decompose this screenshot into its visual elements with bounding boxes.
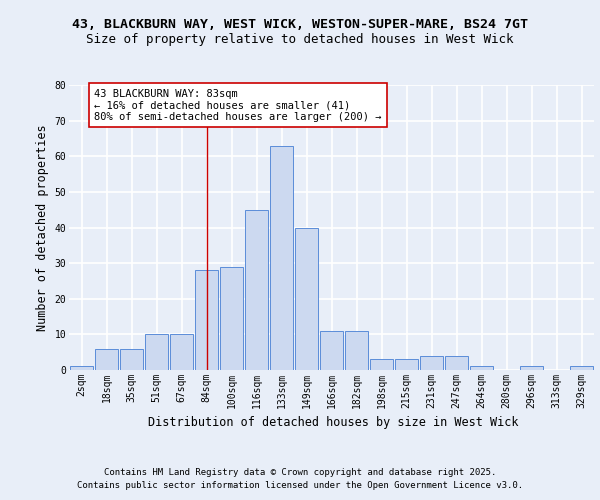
Bar <box>295 228 318 370</box>
Text: 43 BLACKBURN WAY: 83sqm
← 16% of detached houses are smaller (41)
80% of semi-de: 43 BLACKBURN WAY: 83sqm ← 16% of detache… <box>94 88 382 122</box>
Text: Distribution of detached houses by size in West Wick: Distribution of detached houses by size … <box>148 416 518 429</box>
Text: 43, BLACKBURN WAY, WEST WICK, WESTON-SUPER-MARE, BS24 7GT: 43, BLACKBURN WAY, WEST WICK, WESTON-SUP… <box>72 18 528 30</box>
Bar <box>320 331 343 370</box>
Text: Contains HM Land Registry data © Crown copyright and database right 2025.: Contains HM Land Registry data © Crown c… <box>104 468 496 477</box>
Bar <box>245 210 268 370</box>
Text: Contains public sector information licensed under the Open Government Licence v3: Contains public sector information licen… <box>77 482 523 490</box>
Y-axis label: Number of detached properties: Number of detached properties <box>36 124 49 331</box>
Bar <box>420 356 443 370</box>
Bar <box>70 366 93 370</box>
Bar <box>520 366 543 370</box>
Bar <box>570 366 593 370</box>
Bar <box>195 270 218 370</box>
Bar <box>170 334 193 370</box>
Bar <box>145 334 168 370</box>
Bar <box>370 360 393 370</box>
Bar <box>270 146 293 370</box>
Bar <box>395 360 418 370</box>
Bar <box>470 366 493 370</box>
Bar <box>95 348 118 370</box>
Bar <box>345 331 368 370</box>
Bar <box>220 266 243 370</box>
Bar <box>120 348 143 370</box>
Bar <box>445 356 468 370</box>
Text: Size of property relative to detached houses in West Wick: Size of property relative to detached ho… <box>86 32 514 46</box>
